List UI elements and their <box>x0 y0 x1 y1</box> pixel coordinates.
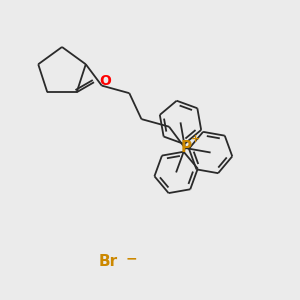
Text: −: − <box>126 251 138 265</box>
Text: O: O <box>99 74 111 88</box>
Text: +: + <box>190 134 200 144</box>
Text: Br: Br <box>99 254 118 269</box>
Text: P: P <box>180 140 192 155</box>
